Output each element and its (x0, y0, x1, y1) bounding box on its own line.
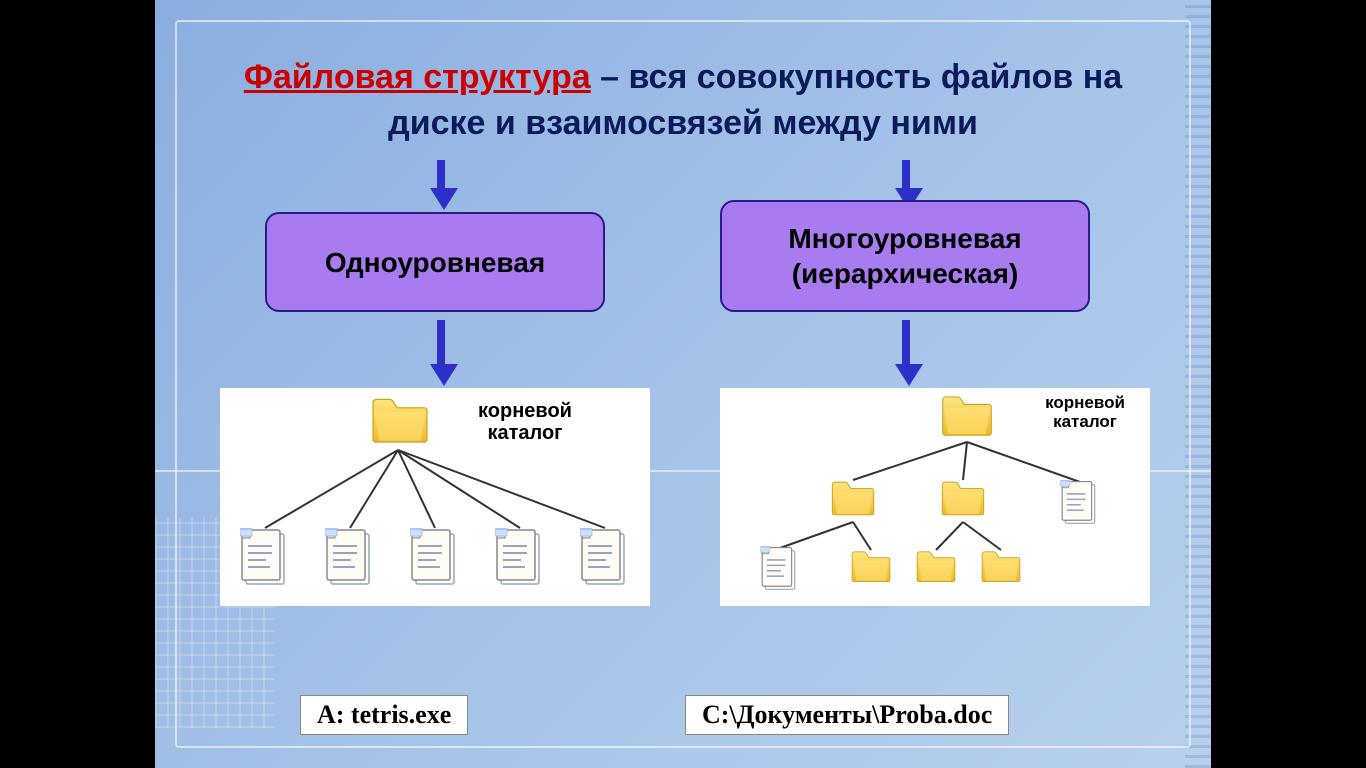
title-term: Файловая структура (244, 58, 591, 96)
slide: Файловая структура – вся совокупность фа… (155, 0, 1211, 768)
file-icon (495, 528, 545, 595)
box-multi-level-label: Многоуровневая (иерархическая) (742, 221, 1068, 291)
panel-flat-structure: корневой каталог (220, 388, 650, 606)
box-multi-level: Многоуровневая (иерархическая) (720, 200, 1090, 312)
file-icon (325, 528, 375, 595)
path-example-tree: C:\Документы\Proba.doc (685, 695, 1009, 735)
root-folder-label: корневой каталог (1030, 394, 1140, 431)
arrow-down-icon (430, 160, 452, 210)
folder-icon (850, 548, 892, 587)
arrow-down-icon (895, 320, 917, 386)
box-single-level: Одноуровневая (265, 212, 605, 312)
file-icon (580, 528, 630, 595)
path-example-tree-text: C:\Документы\Proba.doc (702, 700, 992, 729)
folder-icon (370, 394, 430, 448)
folder-icon (940, 478, 986, 521)
folder-icon (915, 548, 957, 587)
box-single-level-label: Одноуровневая (325, 245, 545, 280)
arrow-down-icon (430, 320, 452, 386)
file-icon (1060, 480, 1100, 533)
root-folder-label: корневой каталог (445, 400, 605, 444)
file-icon (410, 528, 460, 595)
slide-title: Файловая структура – вся совокупность фа… (195, 55, 1171, 147)
folder-icon (980, 548, 1022, 587)
path-example-flat-text: A: tetris.exe (317, 700, 451, 729)
folder-icon (940, 392, 994, 441)
file-icon (760, 546, 800, 599)
path-example-flat: A: tetris.exe (300, 695, 468, 735)
file-icon (240, 528, 290, 595)
panel-tree-structure: корневой каталог (720, 388, 1150, 606)
folder-icon (830, 478, 876, 521)
